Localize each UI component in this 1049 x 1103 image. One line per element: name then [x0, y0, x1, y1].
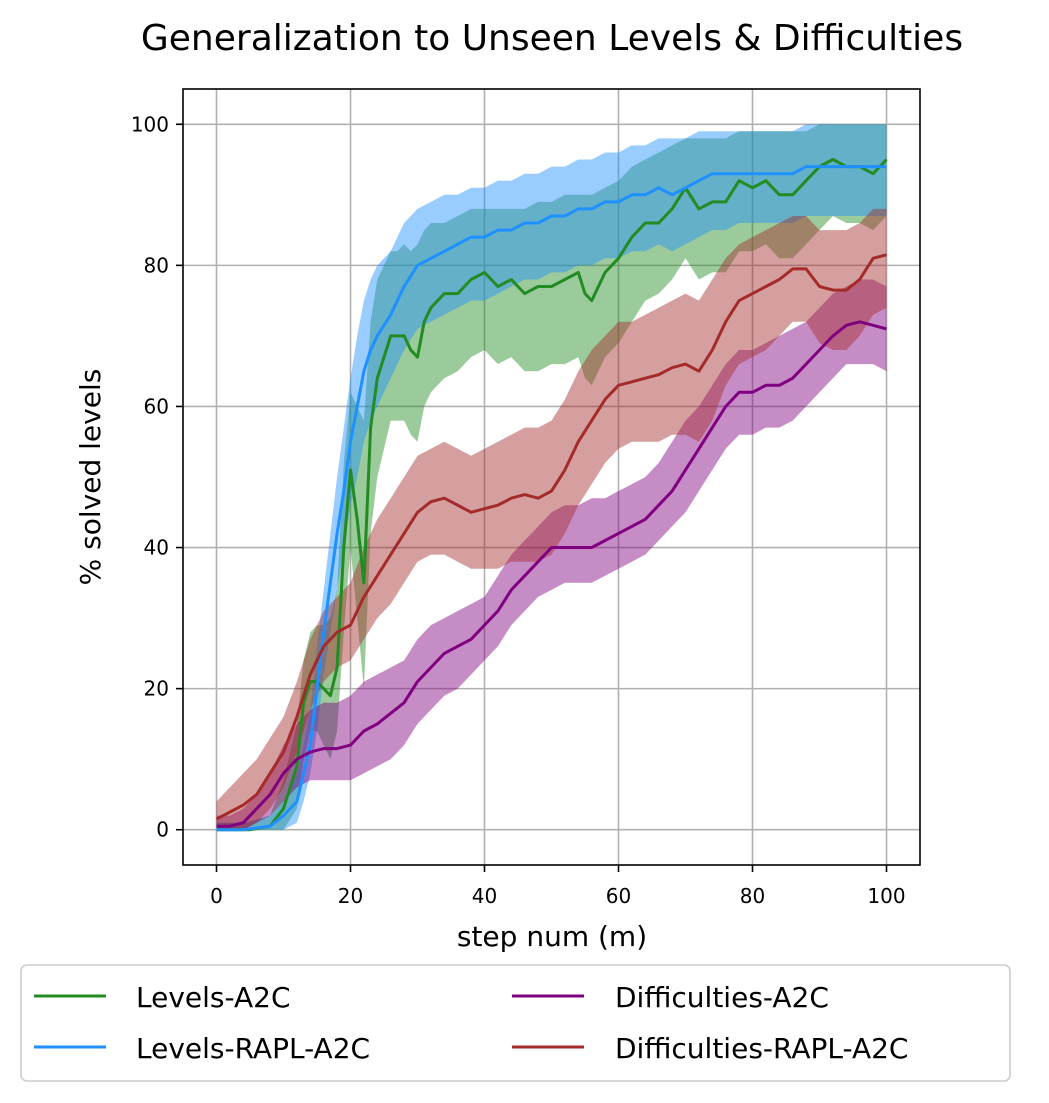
x-tick-label: 60 [606, 884, 631, 908]
band-levels-rapl-a2c [216, 124, 887, 830]
line-levels-a2c [216, 158, 888, 832]
x-tick-label: 80 [740, 884, 765, 908]
x-tick-label: 100 [867, 884, 905, 908]
line-difficulties-rapl-a2c [215, 253, 887, 821]
y-tick-label: 40 [144, 536, 169, 560]
legend-label-difficulties-rapl-a2c: Difficulties-RAPL-A2C [615, 1032, 908, 1065]
legend-label-levels-a2c: Levels-A2C [136, 981, 291, 1014]
band-difficulties-rapl-a2c [216, 208, 887, 830]
legend-box [20, 964, 1011, 1082]
y-tick-label: 80 [144, 253, 169, 277]
line-levels-rapl-a2c [216, 165, 887, 832]
y-tick-label: 0 [156, 818, 169, 842]
legend: Levels-A2C Levels-RAPL-A2C Difficulties-… [20, 964, 1011, 1082]
y-ticks: 0 20 40 60 80 100 [131, 112, 183, 842]
x-tick-label: 0 [210, 884, 223, 908]
chart-title: Generalization to Unseen Levels & Diffic… [141, 18, 963, 59]
x-tick-label: 40 [472, 884, 497, 908]
y-tick-label: 100 [131, 112, 169, 136]
y-tick-label: 60 [144, 394, 169, 418]
legend-label-levels-rapl-a2c: Levels-RAPL-A2C [136, 1032, 370, 1065]
legend-label-difficulties-a2c: Difficulties-A2C [615, 981, 829, 1014]
line-difficulties-a2c [216, 320, 887, 828]
band-levels-a2c [216, 124, 887, 830]
x-axis-label: step num (m) [457, 920, 647, 953]
y-axis-label: % solved levels [74, 369, 107, 586]
x-ticks: 0 20 40 60 80 100 [210, 865, 906, 908]
y-tick-label: 20 [144, 677, 169, 701]
series-lines [215, 158, 888, 832]
confidence-bands [216, 124, 887, 830]
plot-frame [182, 88, 921, 866]
x-tick-label: 20 [338, 884, 363, 908]
